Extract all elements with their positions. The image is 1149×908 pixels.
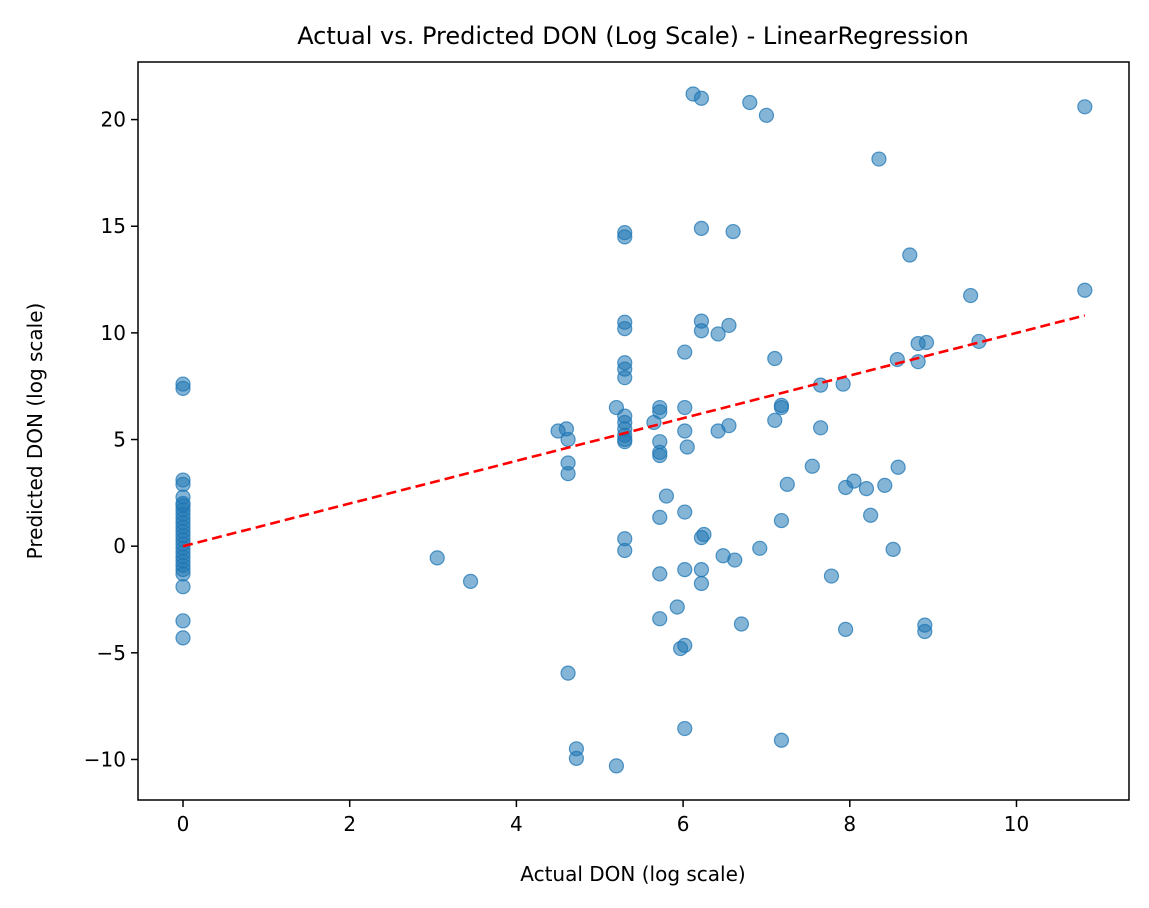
y-axis-label: Predicted DON (log scale) (23, 303, 47, 560)
scatter-point (693, 220, 710, 236)
scatter-point (175, 613, 191, 629)
scatter-point (677, 637, 693, 653)
scatter-point (733, 616, 750, 632)
scatter-point (677, 399, 693, 416)
scatter-point (917, 623, 933, 640)
scatter-point (669, 599, 685, 615)
scatter-point (175, 579, 191, 595)
x-axis-label: Actual DON (log scale) (520, 862, 745, 886)
scatter-point (677, 423, 693, 439)
scatter-point (890, 459, 906, 475)
scatter-point (846, 473, 862, 489)
scatter-point (677, 562, 693, 578)
scatter-point (560, 431, 576, 448)
x-tick-label: 10 (1004, 812, 1029, 836)
scatter-point (742, 94, 758, 111)
scatter-point (767, 350, 783, 367)
scatter-point (568, 750, 585, 767)
scatter-point (693, 90, 710, 106)
scatter-point (767, 412, 783, 428)
plot-marks (175, 86, 1093, 774)
scatter-point (652, 404, 668, 420)
plot-frame (137, 61, 1130, 801)
scatter-point (617, 229, 633, 245)
scatter-point (863, 507, 879, 523)
scatter-point (813, 420, 829, 436)
x-tick-label: 6 (677, 812, 690, 836)
y-axis: −10 −5 0 5 10 15 20 (84, 108, 138, 771)
scatter-point (677, 504, 693, 520)
y-tick-label: 0 (113, 534, 126, 558)
scatter-point (617, 434, 633, 450)
scatter-point (652, 509, 668, 525)
y-tick-label: 20 (101, 108, 126, 132)
y-tick-label: −10 (84, 747, 126, 771)
scatter-point (617, 370, 633, 386)
scatter-point (617, 321, 633, 337)
scatter-point (727, 552, 743, 568)
scatter-point (608, 758, 625, 774)
scatter-point (710, 326, 726, 342)
scatter-point (902, 247, 918, 263)
scatter-point (773, 399, 790, 416)
x-axis: 0 2 4 6 8 10 (177, 800, 1029, 836)
fit-line (182, 314, 1086, 548)
scatter-point (658, 488, 675, 504)
y-tick-label: −5 (97, 641, 126, 665)
scatter-point (175, 476, 191, 492)
scatter-point (1077, 99, 1093, 115)
scatter-point (693, 562, 710, 578)
scatter-point (696, 526, 712, 543)
scatter-point (677, 720, 693, 737)
scatter-point (560, 466, 576, 482)
scatter-point (963, 287, 979, 304)
chart-title: Actual vs. Predicted DON (Log Scale) - L… (297, 22, 969, 50)
scatter-point (773, 512, 790, 529)
scatter-point (871, 151, 887, 167)
scatter-point (462, 573, 479, 589)
scatter-point (779, 476, 795, 492)
scatter-point (877, 477, 893, 493)
y-tick-label: 10 (101, 321, 126, 345)
scatter-point (838, 621, 854, 637)
scatter-point (652, 447, 668, 464)
scatter-point (693, 323, 710, 339)
scatter-point (725, 223, 741, 240)
scatter-point (175, 380, 191, 396)
scatter-point (804, 458, 820, 474)
scatter-point (823, 568, 840, 584)
y-tick-label: 5 (113, 428, 126, 452)
scatter-point (679, 439, 695, 455)
scatter-point (693, 575, 710, 592)
scatter-point (858, 480, 875, 497)
scatter-point (758, 107, 775, 123)
scatter-point (752, 540, 768, 556)
scatter-point (918, 334, 935, 351)
x-tick-label: 2 (343, 812, 356, 836)
scatter-point (677, 344, 693, 360)
x-tick-label: 0 (177, 812, 190, 836)
scatter-point (429, 550, 445, 566)
y-tick-label: 15 (101, 214, 126, 238)
scatter-point (721, 418, 737, 434)
scatter-point (560, 665, 576, 681)
scatter-point (652, 611, 668, 627)
scatter-point (1077, 282, 1093, 298)
scatter-point (617, 542, 633, 559)
scatter-point (721, 317, 737, 334)
scatter-point (652, 566, 668, 582)
scatter-point (885, 541, 901, 557)
scatter-point (175, 566, 191, 582)
x-tick-label: 4 (510, 812, 523, 836)
x-tick-label: 8 (843, 812, 856, 836)
scatter-point (773, 732, 790, 748)
scatter-point (175, 630, 191, 646)
